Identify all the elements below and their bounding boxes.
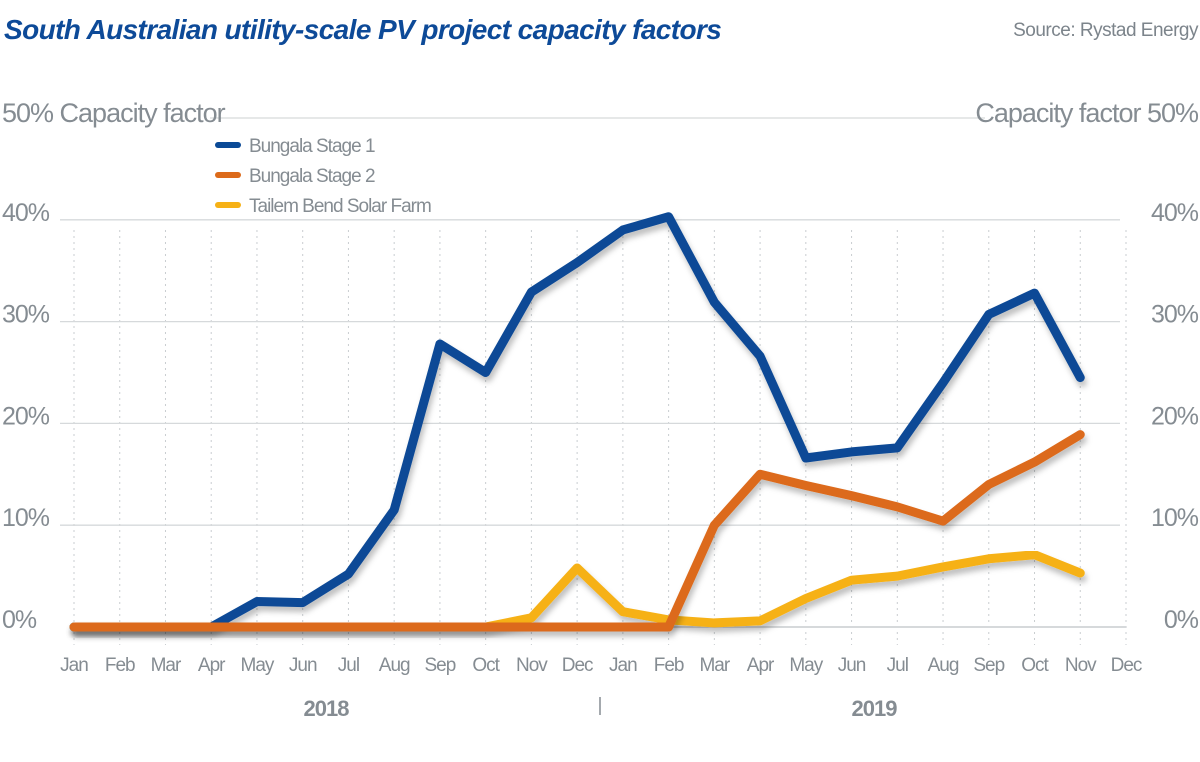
x-tick-label: Apr	[747, 655, 775, 676]
year-label: 2018	[304, 696, 350, 721]
y-tick-label-left: 10%	[2, 504, 50, 532]
legend-label: Bungala Stage 1	[249, 136, 375, 157]
x-tick-label: Feb	[105, 655, 135, 676]
x-tick-label: Dec	[1111, 655, 1142, 676]
y-tick-label-right: 30%	[1151, 301, 1199, 329]
legend-label: Bungala Stage 2	[249, 166, 375, 187]
x-tick-label: Nov	[1065, 655, 1097, 676]
x-tick-label: Feb	[654, 655, 684, 676]
x-tick-label: Oct	[1021, 655, 1049, 676]
x-tick-label: Jun	[289, 655, 317, 676]
x-tick-label: Aug	[379, 655, 410, 676]
x-tick-label: Mar	[151, 655, 182, 676]
x-tick-label: Dec	[562, 655, 593, 676]
y-axis-label-left: 50% Capacity factor	[2, 98, 226, 128]
x-tick-label: Sep	[973, 655, 1004, 676]
source-label: Source: Rystad Energy	[1013, 20, 1198, 41]
x-tick-label: Mar	[699, 655, 730, 676]
x-tick-label: Oct	[472, 655, 500, 676]
x-tick-label: May	[241, 655, 275, 676]
y-axis-label-right: Capacity factor 50%	[975, 98, 1199, 128]
x-tick-label: Jan	[60, 655, 88, 676]
x-tick-label: Nov	[516, 655, 548, 676]
x-tick-label: Jul	[338, 655, 359, 676]
y-tick-label-left: 30%	[2, 301, 50, 329]
y-tick-label-left: 0%	[2, 606, 37, 634]
year-label: 2019	[852, 696, 898, 721]
chart-title: South Australian utility-scale PV projec…	[4, 14, 722, 45]
legend-label: Tailem Bend Solar Farm	[249, 196, 431, 217]
x-tick-label: Sep	[425, 655, 456, 676]
y-tick-label-right: 10%	[1151, 504, 1199, 532]
y-tick-label-right: 20%	[1151, 402, 1199, 430]
x-tick-label: May	[789, 655, 823, 676]
y-tick-label-left: 20%	[2, 402, 50, 430]
x-tick-label: Jan	[609, 655, 637, 676]
y-tick-label-right: 40%	[1151, 199, 1199, 227]
y-tick-label-right: 0%	[1164, 606, 1199, 634]
x-tick-label: Jul	[887, 655, 908, 676]
y-tick-label-left: 40%	[2, 199, 50, 227]
x-tick-label: Apr	[198, 655, 226, 676]
x-tick-label: Aug	[928, 655, 959, 676]
x-tick-label: Jun	[838, 655, 866, 676]
